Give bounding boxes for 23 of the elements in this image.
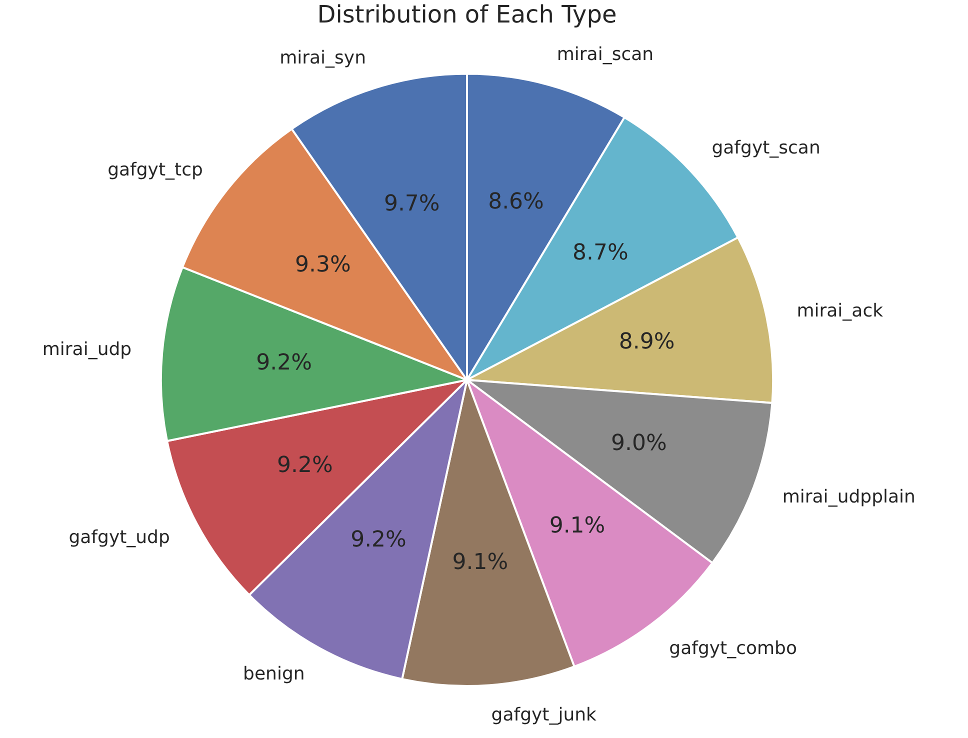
chart-title: Distribution of Each Type — [317, 0, 617, 29]
slice-label: gafgyt_udp — [68, 527, 170, 548]
slice-label: mirai_udp — [42, 338, 132, 360]
slice-label: gafgyt_combo — [669, 638, 797, 659]
slice-label: gafgyt_junk — [491, 704, 598, 726]
data-label: 9.1% — [549, 513, 606, 538]
data-label: 8.9% — [618, 329, 675, 354]
slice-label: mirai_udpplain — [782, 486, 916, 508]
data-label: 8.7% — [572, 240, 628, 266]
slice-label: mirai_scan — [556, 44, 654, 66]
data-label: 9.0% — [611, 431, 667, 456]
data-label: 9.2% — [350, 528, 406, 553]
slice-label: mirai_ack — [796, 300, 884, 322]
slice-label: gafgyt_tcp — [108, 160, 203, 181]
data-label: 9.2% — [256, 350, 312, 376]
data-label: 9.2% — [277, 453, 333, 478]
data-label: 9.3% — [294, 252, 351, 278]
data-label: 8.6% — [488, 190, 544, 215]
slice-label: gafgyt_scan — [712, 137, 820, 158]
slice-label: mirai_syn — [280, 47, 366, 68]
data-label: 9.7% — [384, 191, 440, 216]
data-label: 9.1% — [452, 550, 508, 575]
slice-label: benign — [243, 664, 305, 685]
